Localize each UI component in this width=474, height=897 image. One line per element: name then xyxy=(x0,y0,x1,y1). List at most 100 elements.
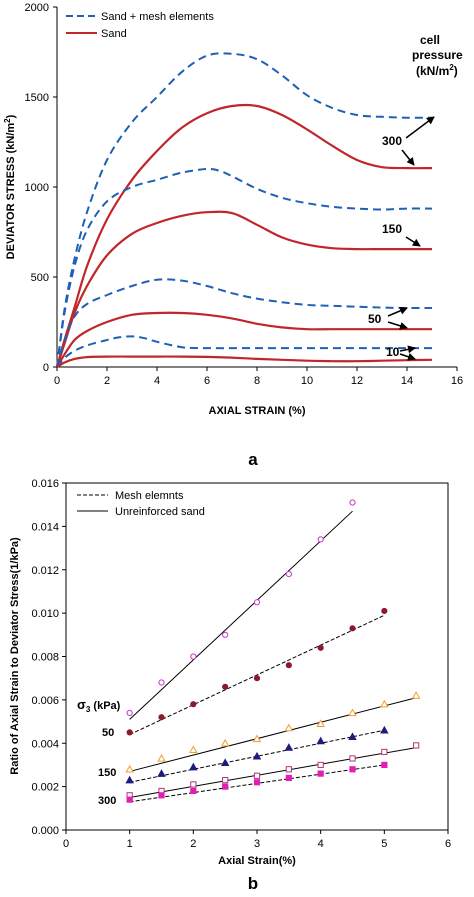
data-point-sand-10 xyxy=(222,631,229,638)
y-tick-label: 0.014 xyxy=(31,521,59,533)
fit-line-sand-50 xyxy=(129,697,417,772)
chart-panel-a: 0 2 4 6 8 10 12 14 16 0 500 1000 1500 2000 Sand + mes… xyxy=(3,2,463,469)
pressure-label-10: 10 xyxy=(386,345,400,359)
series-line-sand-300 xyxy=(55,103,433,368)
fit-line-sand-150 xyxy=(129,747,417,798)
data-point-mesh-150 xyxy=(157,769,166,777)
arrow-10-sand xyxy=(399,352,416,361)
data-point-sand-50 xyxy=(411,691,421,699)
data-point-mesh-300 xyxy=(381,761,388,769)
data-point-sand-50 xyxy=(125,764,134,773)
data-point-mesh-10 xyxy=(158,714,165,721)
data-point-sand-10 xyxy=(158,679,165,686)
data-point-mesh-300 xyxy=(190,787,197,795)
data-point-sand-150 xyxy=(222,777,229,784)
arrow-50-sand xyxy=(387,321,408,330)
x-axis-title: Axial Strain(%) xyxy=(218,855,296,867)
legend-label-sand: Sand xyxy=(101,28,127,40)
x-tick-label: 4 xyxy=(318,838,324,850)
data-point-mesh-10 xyxy=(285,662,292,669)
pressure-label-50: 50 xyxy=(102,727,114,739)
pressure-label-300: 300 xyxy=(98,795,116,807)
x-tick-label: 4 xyxy=(154,375,160,387)
y-tick-label: 0.006 xyxy=(31,695,59,707)
data-point-sand-10 xyxy=(253,599,261,606)
data-point-mesh-10 xyxy=(126,729,133,736)
data-point-mesh-10 xyxy=(381,607,388,615)
x-tick-label: 5 xyxy=(381,838,387,850)
data-point-mesh-300 xyxy=(285,774,292,782)
arrow-150 xyxy=(405,236,421,247)
y-tick-label: 500 xyxy=(31,272,49,284)
pressure-label-150: 150 xyxy=(382,222,402,236)
data-point-sand-10 xyxy=(126,709,133,716)
x-tick-label: 16 xyxy=(451,375,463,387)
data-point-sand-50 xyxy=(284,723,294,732)
series-line-mesh-50 xyxy=(56,278,432,368)
arrow-50-mesh xyxy=(387,307,408,317)
pressure-label-300: 300 xyxy=(382,134,402,148)
pressure-label-150: 150 xyxy=(98,767,116,779)
data-point-sand-150 xyxy=(190,781,197,788)
x-tick-label: 10 xyxy=(301,375,313,387)
x-tick-label: 2 xyxy=(104,375,110,387)
data-point-mesh-300 xyxy=(222,783,229,790)
data-point-mesh-10 xyxy=(222,683,229,690)
data-point-mesh-150 xyxy=(284,743,294,751)
data-point-mesh-300 xyxy=(126,796,133,803)
data-point-sand-10 xyxy=(190,653,197,660)
data-point-mesh-10 xyxy=(190,701,197,708)
legend: Mesh elemnts Unreinforced sand xyxy=(77,490,205,518)
legend-label-mesh: Mesh elemnts xyxy=(115,490,184,502)
data-point-mesh-150 xyxy=(220,758,230,766)
y-tick-label: 0.010 xyxy=(31,608,59,620)
data-point-sand-150 xyxy=(285,766,292,773)
y-tick-label: 0.008 xyxy=(31,652,59,664)
data-point-sand-50 xyxy=(316,719,325,727)
data-point-mesh-150 xyxy=(316,736,325,745)
data-point-sand-150 xyxy=(381,748,388,756)
x-tick-label: 0 xyxy=(54,375,60,387)
x-tick-label: 12 xyxy=(351,375,363,387)
y-tick-label: 0.000 xyxy=(31,825,59,837)
y-axis-title: Ratio of Axial Strain to Deviator Stress… xyxy=(9,537,21,775)
panel-label-a: a xyxy=(248,450,258,469)
chart-panel-b: 0 1 2 3 4 5 6 0.000 0.002 0.004 0.006 0.008 0.010 0.0… xyxy=(9,478,451,893)
data-point-sand-50 xyxy=(252,734,262,743)
legend: Sand + mesh elements Sand xyxy=(66,11,214,40)
data-point-mesh-150 xyxy=(125,775,134,784)
annotation-title-cell: cell xyxy=(420,33,440,47)
data-point-sand-150 xyxy=(253,772,261,779)
x-tick-label: 14 xyxy=(401,375,413,387)
series-line-mesh-10 xyxy=(56,335,432,368)
data-point-mesh-150 xyxy=(189,762,198,771)
legend-label-mesh: Sand + mesh elements xyxy=(101,11,214,23)
y-tick-label: 0.016 xyxy=(31,478,59,490)
fit-line-sand-10 xyxy=(129,510,353,720)
data-point-sand-50 xyxy=(157,754,166,762)
series-line-sand-150 xyxy=(55,210,432,368)
data-point-sand-10 xyxy=(285,570,292,578)
data-point-mesh-10 xyxy=(317,644,324,651)
data-point-sand-10 xyxy=(349,499,356,506)
data-point-sand-150 xyxy=(317,761,324,769)
fit-line-mesh-10 xyxy=(129,614,385,736)
data-point-mesh-150 xyxy=(348,732,357,740)
series-line-mesh-150 xyxy=(56,167,433,368)
data-point-mesh-300 xyxy=(317,770,324,777)
y-tick-label: 1500 xyxy=(25,92,49,104)
data-point-sand-10 xyxy=(317,536,324,543)
arrow-300-mesh xyxy=(405,116,435,139)
pressure-label-50: 50 xyxy=(368,312,382,326)
x-tick-label: 8 xyxy=(254,375,260,387)
y-tick-label: 0.004 xyxy=(31,738,59,750)
x-tick-label: 6 xyxy=(204,375,210,387)
y-tick-label: 0.012 xyxy=(31,565,59,577)
data-point-mesh-150 xyxy=(252,751,262,760)
data-point-mesh-300 xyxy=(253,779,261,786)
x-tick-label: 3 xyxy=(254,838,260,850)
panel-label-b: b xyxy=(248,874,258,893)
x-tick-label: 1 xyxy=(127,838,133,850)
arrow-10-mesh xyxy=(399,345,416,354)
